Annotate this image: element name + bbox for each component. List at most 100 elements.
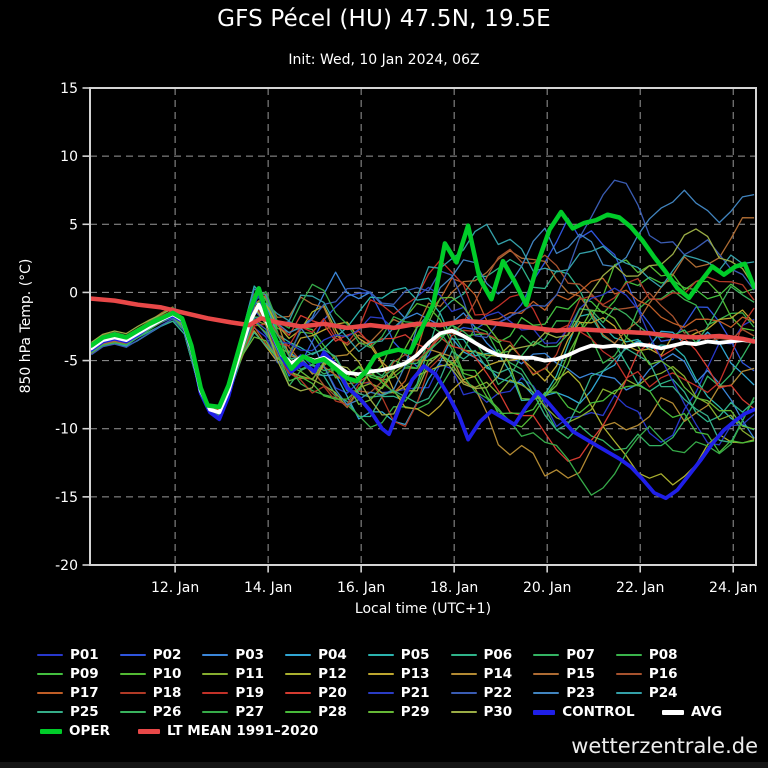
y-tick-label: 15 <box>60 81 78 97</box>
legend-item-p19: P19 <box>202 685 264 701</box>
legend-swatch <box>367 692 394 694</box>
legend-swatch <box>367 673 394 675</box>
legend-item-p11: P11 <box>202 666 264 682</box>
legend-label: P17 <box>70 685 99 701</box>
legend-label: P25 <box>70 704 99 720</box>
legend-label: P26 <box>152 704 182 720</box>
bottom-strip <box>0 762 768 768</box>
legend-item-p29: P29 <box>367 704 430 720</box>
legend-swatch <box>37 654 63 656</box>
legend-swatch <box>533 709 556 715</box>
legend-item-p25: P25 <box>37 704 99 720</box>
series-oper <box>90 209 756 410</box>
legend-swatch <box>119 673 146 675</box>
legend-item-oper: OPER <box>40 723 110 739</box>
legend-swatch <box>662 709 684 715</box>
axis-ticks <box>82 87 735 573</box>
legend-swatch <box>367 711 394 713</box>
y-tick-label: -20 <box>55 558 78 574</box>
legend-swatch <box>119 692 146 694</box>
legend-item-p15: P15 <box>533 666 595 682</box>
plot-border <box>89 87 757 566</box>
legend-label: P13 <box>400 666 430 682</box>
legend-swatch <box>533 692 560 694</box>
x-tick-label: 16. Jan <box>337 580 385 596</box>
legend-label: CONTROL <box>562 704 635 720</box>
legend-swatch <box>285 654 312 656</box>
legend-item-p21: P21 <box>367 685 430 701</box>
legend-swatch <box>119 711 146 713</box>
legend-item-p05: P05 <box>367 647 430 663</box>
legend-swatch <box>285 711 312 713</box>
legend-label: P30 <box>483 704 513 720</box>
legend-item-p14: P14 <box>450 666 512 682</box>
series-ltmean <box>90 296 756 344</box>
y-tick-label: 0 <box>69 285 78 301</box>
x-tick-label: 14. Jan <box>244 580 292 596</box>
y-tick-label: -15 <box>55 490 78 506</box>
legend-item-p22: P22 <box>450 685 512 701</box>
legend-item-p17: P17 <box>37 685 99 701</box>
legend-item-control: CONTROL <box>533 704 635 720</box>
legend-label: AVG <box>691 704 723 720</box>
legend-swatch <box>367 654 394 656</box>
gridlines <box>90 88 756 565</box>
x-tick-label: 22. Jan <box>616 580 664 596</box>
legend-swatch <box>37 673 63 675</box>
legend-label: P06 <box>483 647 513 663</box>
legend-swatch <box>119 654 146 656</box>
legend-label: P07 <box>566 647 595 663</box>
legend-label: P23 <box>566 685 595 701</box>
legend-item-p24: P24 <box>615 685 678 701</box>
legend-swatch <box>533 673 560 675</box>
legend-item-lt-mean-1991-2020: LT MEAN 1991–2020 <box>138 723 318 739</box>
legend-item-p18: P18 <box>119 685 182 701</box>
legend-swatch <box>450 654 477 656</box>
legend-swatch <box>202 654 229 656</box>
legend-label: OPER <box>69 723 110 739</box>
legend-item-avg: AVG <box>662 704 722 720</box>
legend-label: P05 <box>400 647 430 663</box>
legend-item-p03: P03 <box>202 647 264 663</box>
legend-label: P10 <box>152 666 182 682</box>
y-tick-label: 10 <box>60 149 78 165</box>
x-tick-label: 12. Jan <box>151 580 199 596</box>
legend-swatch <box>450 711 477 713</box>
legend-item-p16: P16 <box>615 666 678 682</box>
legend-swatch <box>615 673 642 675</box>
y-tick-label: -10 <box>55 422 78 438</box>
legend-swatch <box>37 711 63 713</box>
legend-label: P09 <box>70 666 99 682</box>
legend-label: P01 <box>70 647 99 663</box>
legend-swatch <box>450 692 477 694</box>
legend-label: P24 <box>648 685 678 701</box>
legend-label: P29 <box>400 704 430 720</box>
legend-label: P21 <box>400 685 430 701</box>
y-axis-label: 850 hPa Temp. (°C) <box>18 258 34 394</box>
legend-swatch <box>40 728 62 734</box>
legend-item-p09: P09 <box>37 666 99 682</box>
legend-item-p20: P20 <box>285 685 347 701</box>
legend-swatch <box>285 692 312 694</box>
watermark: wetterzentrale.de <box>571 734 758 758</box>
legend-label: P27 <box>235 704 265 720</box>
legend-item-p04: P04 <box>285 647 347 663</box>
legend-item-p06: P06 <box>450 647 513 663</box>
legend-item-p02: P02 <box>119 647 181 663</box>
x-axis-label: Local time (UTC+1) <box>354 601 492 617</box>
legend-item-p26: P26 <box>119 704 182 720</box>
x-tick-label: 20. Jan <box>523 580 571 596</box>
legend-label: LT MEAN 1991–2020 <box>167 723 319 739</box>
legend-label: P18 <box>152 685 182 701</box>
legend-label: P16 <box>648 666 678 682</box>
legend-item-p13: P13 <box>367 666 430 682</box>
y-tick-label: -5 <box>64 354 78 370</box>
y-tick-label: 5 <box>69 217 78 233</box>
legend-swatch <box>285 673 312 675</box>
legend-item-p30: P30 <box>450 704 513 720</box>
legend-label: P15 <box>566 666 595 682</box>
legend-item-p08: P08 <box>615 647 678 663</box>
legend-label: P03 <box>235 647 265 663</box>
legend-label: P04 <box>318 647 347 663</box>
